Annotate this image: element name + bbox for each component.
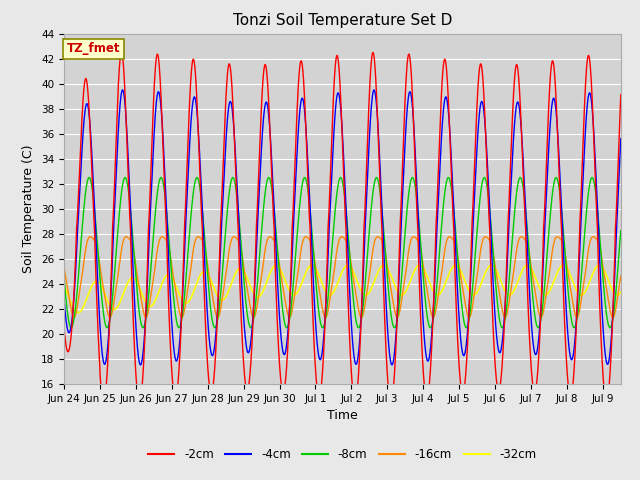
-2cm (124, 155, 131, 160)
Line: -32cm: -32cm (64, 265, 621, 312)
-32cm (157, 284, 164, 289)
-4cm (274, 282, 282, 288)
-32cm (547, 287, 554, 293)
-8cm (534, 325, 542, 331)
-32cm (60, 284, 68, 289)
-32cm (617, 289, 625, 295)
Title: Tonzi Soil Temperature Set D: Tonzi Soil Temperature Set D (233, 13, 452, 28)
-4cm (617, 136, 625, 142)
Legend: -2cm, -4cm, -8cm, -16cm, -32cm: -2cm, -4cm, -8cm, -16cm, -32cm (144, 443, 541, 466)
-16cm (124, 234, 132, 240)
-16cm (298, 243, 306, 249)
Line: -16cm: -16cm (64, 237, 621, 317)
-4cm (124, 141, 131, 147)
X-axis label: Time: Time (327, 409, 358, 422)
-32cm (124, 280, 132, 286)
-4cm (606, 348, 614, 354)
-2cm (298, 60, 306, 65)
-2cm (369, 49, 377, 55)
Line: -8cm: -8cm (64, 178, 621, 328)
-16cm (157, 235, 164, 240)
-2cm (606, 367, 614, 373)
-16cm (546, 265, 554, 271)
-8cm (547, 212, 554, 218)
-8cm (617, 228, 625, 234)
-16cm (60, 263, 68, 269)
-2cm (157, 88, 164, 94)
-4cm (137, 362, 145, 368)
-32cm (74, 310, 82, 315)
-8cm (121, 175, 129, 180)
Line: -4cm: -4cm (64, 90, 621, 365)
-16cm (589, 234, 597, 240)
-2cm (136, 399, 143, 405)
-2cm (60, 324, 68, 330)
-4cm (157, 101, 164, 107)
-16cm (617, 273, 625, 278)
-8cm (60, 274, 68, 279)
-4cm (547, 120, 554, 126)
Line: -2cm: -2cm (64, 52, 621, 402)
-8cm (606, 325, 614, 331)
-16cm (274, 250, 282, 256)
-16cm (70, 314, 78, 320)
-32cm (380, 262, 388, 268)
-2cm (617, 92, 625, 97)
-32cm (606, 282, 614, 288)
-8cm (157, 175, 164, 180)
-8cm (298, 184, 306, 190)
-32cm (274, 263, 282, 269)
-2cm (274, 328, 282, 334)
-32cm (298, 280, 306, 286)
-8cm (274, 249, 282, 255)
Y-axis label: Soil Temperature (C): Soil Temperature (C) (22, 144, 35, 273)
-4cm (298, 96, 306, 101)
Text: TZ_fmet: TZ_fmet (67, 42, 120, 55)
-16cm (606, 308, 614, 313)
-4cm (370, 87, 378, 93)
-2cm (547, 75, 554, 81)
-8cm (124, 183, 132, 189)
-4cm (60, 296, 68, 301)
